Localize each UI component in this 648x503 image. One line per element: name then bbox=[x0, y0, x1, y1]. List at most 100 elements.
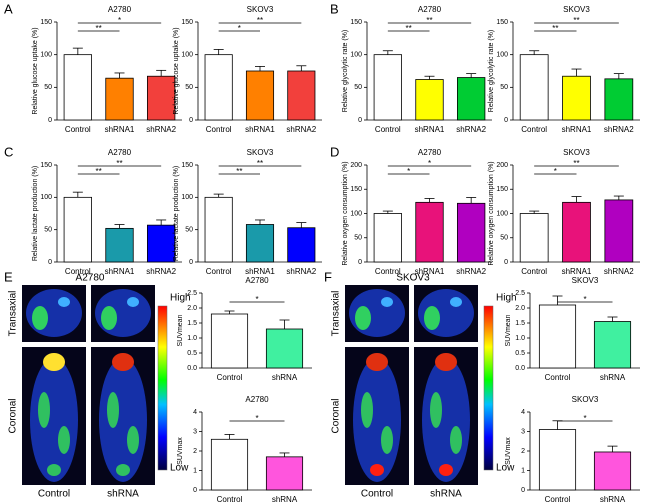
y-tick-label: 1 bbox=[193, 467, 197, 474]
bar bbox=[210, 438, 249, 491]
significance-label: * bbox=[407, 167, 410, 176]
y-tick-label: 0 bbox=[193, 487, 197, 494]
error-bar bbox=[382, 210, 393, 214]
chart: A2780 Relative lactate production (%) 0 50 1… bbox=[32, 148, 182, 276]
panel-letter: F bbox=[324, 269, 332, 284]
x-tick-label: Control bbox=[217, 495, 243, 503]
significance-label: * bbox=[583, 295, 586, 304]
y-tick-label: 100 bbox=[350, 52, 362, 59]
x-tick-label: shRNA1 bbox=[105, 267, 135, 276]
significance-label: ** bbox=[552, 24, 558, 33]
chart-title: A2780 bbox=[418, 148, 442, 157]
y-tick-label: 2.5 bbox=[515, 290, 525, 297]
error-bar bbox=[382, 50, 393, 55]
row-label: Coronal bbox=[331, 398, 342, 433]
y-tick-label: 3 bbox=[521, 428, 525, 435]
error-bar bbox=[466, 197, 477, 204]
chart-title: A2780 bbox=[108, 5, 132, 14]
bar bbox=[538, 429, 577, 491]
y-tick-label: 50 bbox=[44, 84, 52, 91]
y-tick-label: 0.5 bbox=[187, 350, 197, 357]
x-tick-label: Control bbox=[545, 495, 571, 503]
y-axis-label: Relative glucose uptake (%) bbox=[32, 27, 39, 114]
bar bbox=[210, 313, 249, 369]
y-tick-label: 150 bbox=[181, 162, 193, 169]
y-tick-label: 0 bbox=[358, 259, 362, 266]
bar bbox=[519, 54, 549, 121]
x-tick-label: shRNA1 bbox=[562, 267, 592, 276]
significance-label: ** bbox=[573, 159, 579, 168]
significance-label: * bbox=[554, 167, 557, 176]
y-tick-label: 200 bbox=[496, 162, 508, 169]
x-tick-label: shRNA2 bbox=[146, 125, 176, 134]
y-axis-label: SUVmax bbox=[177, 437, 184, 465]
y-tick-label: 150 bbox=[350, 19, 362, 26]
chart-title: A2780 bbox=[245, 276, 269, 285]
significance-label: * bbox=[238, 24, 241, 33]
column-label: shRNA bbox=[430, 489, 462, 500]
error-bar bbox=[224, 310, 235, 314]
chart: A2780 Relative glucose uptake (%) 0 50 100 15… bbox=[32, 5, 182, 134]
significance-label: * bbox=[255, 414, 258, 423]
scan-hotspot bbox=[439, 464, 453, 476]
bar bbox=[147, 75, 176, 121]
chart-title: SKOV3 bbox=[572, 276, 599, 285]
significance-label: * bbox=[428, 159, 431, 168]
x-tick-label: shRNA2 bbox=[604, 125, 634, 134]
y-tick-label: 0 bbox=[189, 117, 193, 124]
x-tick-label: shRNA1 bbox=[415, 267, 445, 276]
scan-hotspot bbox=[107, 392, 119, 428]
y-tick-label: 2.0 bbox=[187, 305, 197, 312]
scan-hotspot bbox=[450, 297, 462, 307]
y-tick-label: 50 bbox=[354, 84, 362, 91]
chart: A2780 SUVmax 0 1 2 3 4 Control shRNA * bbox=[177, 395, 312, 503]
x-tick-label: Control bbox=[545, 373, 571, 382]
x-tick-label: Control bbox=[65, 125, 91, 134]
bar bbox=[287, 227, 316, 263]
error-bar bbox=[255, 66, 265, 71]
y-tick-label: 0 bbox=[504, 117, 508, 124]
chart: A2780 SUVmean 0.0 0.5 1.0 1.5 2.0 2.5 Control shR… bbox=[177, 276, 312, 382]
bar bbox=[245, 224, 275, 263]
bar bbox=[519, 213, 549, 263]
bar bbox=[147, 224, 176, 263]
chart-title: SKOV3 bbox=[563, 5, 590, 14]
color-bar bbox=[157, 305, 168, 471]
y-tick-label: 100 bbox=[40, 52, 52, 59]
chart-title: A2780 bbox=[418, 5, 442, 14]
y-tick-label: 150 bbox=[40, 19, 52, 26]
x-tick-label: shRNA bbox=[600, 495, 626, 503]
error-bar bbox=[72, 191, 83, 198]
y-tick-label: 50 bbox=[500, 235, 508, 242]
bar bbox=[562, 201, 591, 263]
y-tick-label: 1.5 bbox=[187, 320, 197, 327]
y-axis-label: SUVmax bbox=[505, 437, 512, 465]
y-tick-label: 100 bbox=[181, 194, 193, 201]
scan-title: SKOV3 bbox=[396, 273, 430, 284]
x-tick-label: shRNA2 bbox=[456, 125, 486, 134]
x-tick-label: shRNA bbox=[272, 495, 298, 503]
chart-title: SKOV3 bbox=[247, 5, 274, 14]
y-tick-label: 2 bbox=[193, 448, 197, 455]
y-tick-label: 4 bbox=[193, 409, 197, 416]
scan-body bbox=[353, 358, 401, 482]
bar bbox=[287, 70, 316, 121]
error-bar bbox=[213, 193, 224, 198]
bar bbox=[204, 196, 233, 263]
y-tick-label: 1.5 bbox=[515, 320, 525, 327]
chart: SKOV3 SUVmax 0 1 2 3 4 Control shRNA * bbox=[505, 395, 640, 503]
y-axis-label: Relative lactate production (%) bbox=[173, 166, 180, 261]
chart: SKOV3 Relative oxygen consumption (%) 0 50 1… bbox=[488, 148, 640, 276]
y-axis-label: Relative glycolytic rate (%) bbox=[342, 30, 349, 112]
error-bar bbox=[156, 69, 167, 77]
column-label: shRNA bbox=[107, 489, 139, 500]
column-label: Control bbox=[38, 489, 70, 500]
panel-letter: D bbox=[330, 144, 339, 159]
error-bar bbox=[613, 73, 624, 79]
bar bbox=[604, 78, 634, 121]
y-tick-label: 0 bbox=[521, 487, 525, 494]
x-tick-label: Control bbox=[206, 267, 232, 276]
y-tick-label: 150 bbox=[496, 186, 508, 193]
y-axis-label: SUVmean bbox=[177, 314, 184, 346]
x-tick-label: shRNA2 bbox=[286, 125, 316, 134]
